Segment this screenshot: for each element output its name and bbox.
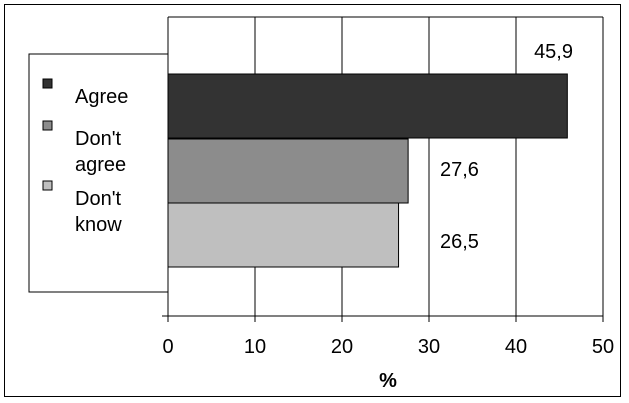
legend-swatch bbox=[42, 180, 53, 191]
bar-value-label: 27,6 bbox=[440, 159, 479, 181]
legend-label: Don't bbox=[75, 188, 122, 210]
value-labels: 45,9 27,6 26,5 bbox=[440, 41, 573, 253]
legend-label: know bbox=[75, 214, 122, 236]
legend-swatch bbox=[42, 120, 53, 131]
x-tick-label: 50 bbox=[592, 336, 614, 358]
x-tick-label: 30 bbox=[418, 336, 440, 358]
bar-value-label: 45,9 bbox=[534, 41, 573, 63]
legend-label: Agree bbox=[75, 86, 128, 108]
legend-label: agree bbox=[75, 154, 126, 176]
x-tick-label: 20 bbox=[331, 336, 353, 358]
legend-label: Don't bbox=[75, 128, 122, 150]
legend-box bbox=[28, 53, 169, 293]
legend: Agree Don't agree Don't know bbox=[28, 53, 169, 293]
bar bbox=[167, 202, 400, 268]
x-tick-label: 10 bbox=[244, 336, 266, 358]
bar-value-label: 26,5 bbox=[440, 231, 479, 253]
bars bbox=[167, 73, 568, 268]
x-tick-label: 40 bbox=[505, 336, 527, 358]
x-axis-title: % bbox=[379, 370, 397, 392]
bar bbox=[167, 73, 568, 139]
x-tick-label: 0 bbox=[162, 336, 173, 358]
bar bbox=[167, 138, 409, 204]
legend-swatch bbox=[42, 78, 53, 89]
